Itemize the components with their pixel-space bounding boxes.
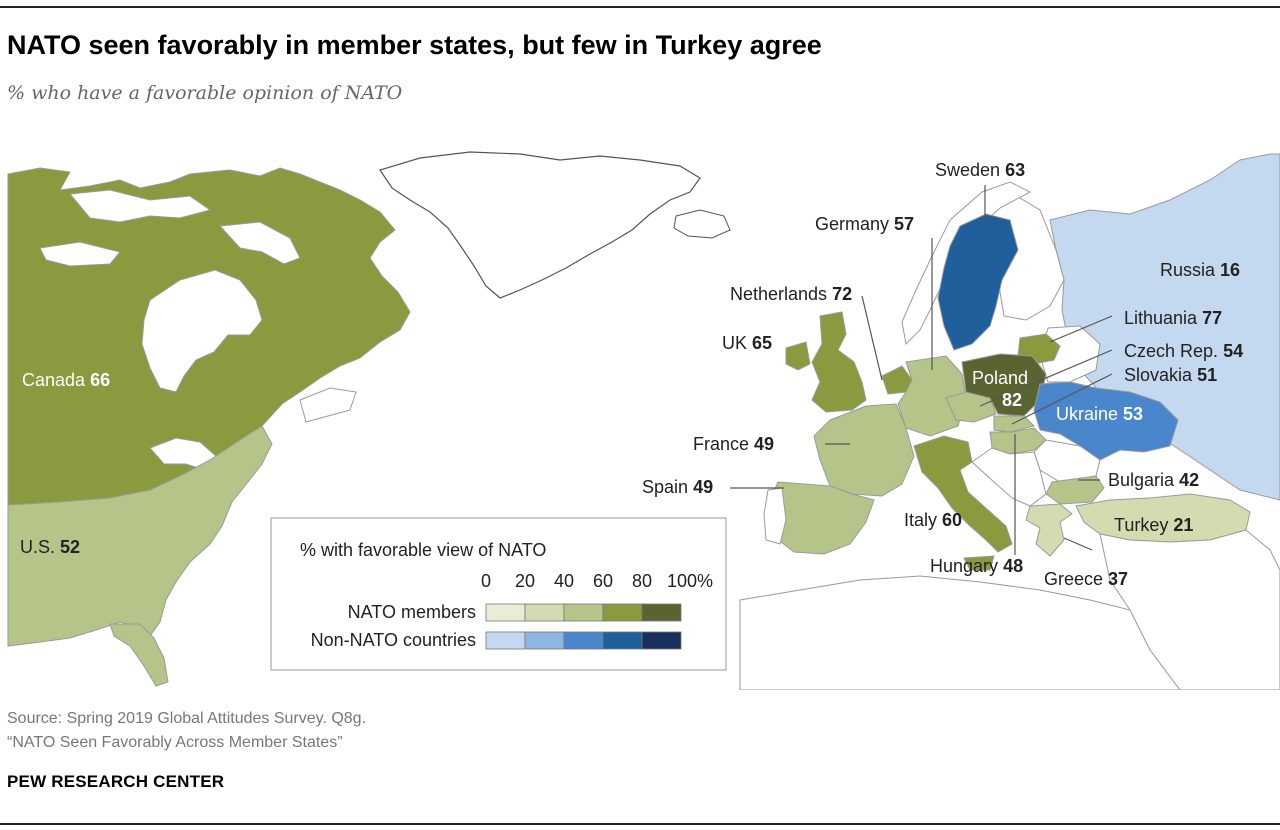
europe	[739, 153, 1280, 690]
legend-swatches-nato	[485, 603, 682, 622]
label-russia: Russia 16	[1160, 260, 1240, 280]
country-italy	[913, 435, 1013, 553]
non-nato-swatch	[602, 631, 643, 650]
legend-tick: 60	[593, 571, 613, 591]
legend-tick: 100%	[667, 571, 713, 591]
label-lithuania: Lithuania 77	[1124, 308, 1222, 328]
label-france: France 49	[693, 434, 774, 454]
leader-lines	[730, 185, 1113, 555]
country-slovakia	[993, 415, 1035, 433]
label-turkey: Turkey 21	[1114, 515, 1193, 535]
country-germany	[897, 355, 967, 437]
greenland	[379, 151, 701, 299]
source-line: Source: Spring 2019 Global Attitudes Sur…	[7, 710, 367, 727]
sicily	[963, 555, 995, 571]
brand-name: PEW RESEARCH CENTER	[7, 772, 225, 791]
label-greece: Greece 37	[1044, 569, 1128, 589]
ireland	[785, 341, 811, 371]
non-nato-swatch	[485, 631, 526, 650]
label-czech: Czech Rep. 54	[1124, 341, 1243, 361]
country-sweden	[937, 213, 1019, 351]
label-uk: UK 65	[722, 333, 772, 353]
bottom-rule	[0, 823, 1280, 825]
label-netherlands: Netherlands 72	[730, 284, 852, 304]
label-bulgaria: Bulgaria 42	[1108, 470, 1199, 490]
north-africa	[739, 575, 1181, 690]
legend-tick: 0	[481, 571, 491, 591]
label-germany: Germany 57	[815, 214, 914, 234]
legend: % with favorable view of NATO 0 20 40 60…	[270, 517, 727, 671]
arctic-channel-1	[69, 189, 212, 223]
label-us: U.S. 52	[20, 537, 80, 557]
legend-tick: 20	[515, 571, 535, 591]
balkans	[971, 447, 1047, 507]
source-note: Source: Spring 2019 Global Attitudes Sur…	[7, 707, 366, 755]
arctic-channel-3	[39, 241, 121, 267]
non-nato-swatch	[563, 631, 604, 650]
legend-swatches-non-nato	[485, 631, 682, 650]
legend-tick: 80	[632, 571, 652, 591]
top-rule	[0, 6, 1280, 8]
country-russia	[1049, 153, 1280, 501]
arctic-channel-2	[218, 221, 301, 265]
legend-title: % with favorable view of NATO	[300, 540, 546, 560]
north-america	[7, 151, 731, 687]
label-poland-value: 82	[1002, 390, 1022, 410]
legend-row-nato: NATO members	[348, 602, 476, 622]
st-lawrence	[299, 387, 357, 423]
country-labels: Canada 66 U.S. 52 Sweden 63 Germany 57 N…	[20, 160, 1243, 589]
label-spain: Spain 49	[642, 477, 713, 497]
label-slovakia: Slovakia 51	[1124, 365, 1217, 385]
label-italy: Italy 60	[904, 510, 962, 530]
nato-swatch	[485, 603, 526, 622]
hudson-bay	[141, 269, 263, 393]
country-us	[7, 425, 273, 647]
nato-swatch	[563, 603, 604, 622]
legend-row-non-nato: Non-NATO countries	[311, 630, 476, 650]
country-uk	[811, 311, 867, 413]
country-ukraine	[1033, 381, 1179, 461]
label-ukraine: Ukraine 53	[1056, 404, 1143, 424]
nato-swatch	[602, 603, 643, 622]
nato-map: Canada 66 U.S. 52 Sweden 63 Germany 57 N…	[7, 151, 1280, 690]
chart-subtitle: % who have a favorable opinion of NATO	[7, 82, 403, 104]
iceland	[673, 209, 731, 239]
non-nato-swatch	[641, 631, 682, 650]
label-sweden: Sweden 63	[935, 160, 1025, 180]
label-canada: Canada 66	[22, 370, 110, 390]
country-greece	[1025, 503, 1073, 557]
nato-swatch	[641, 603, 682, 622]
report-line: “NATO Seen Favorably Across Member State…	[7, 734, 343, 751]
florida	[109, 623, 169, 687]
chart-title: NATO seen favorably in member states, bu…	[7, 30, 822, 60]
legend-tick: 40	[554, 571, 574, 591]
label-hungary: Hungary 48	[930, 556, 1023, 576]
country-poland	[961, 353, 1047, 417]
country-france	[813, 403, 915, 497]
label-poland-name: Poland	[972, 368, 1028, 388]
legend-ticks: 0 20 40 60 80 100%	[481, 571, 713, 591]
nato-swatch	[524, 603, 565, 622]
non-nato-swatch	[524, 631, 565, 650]
